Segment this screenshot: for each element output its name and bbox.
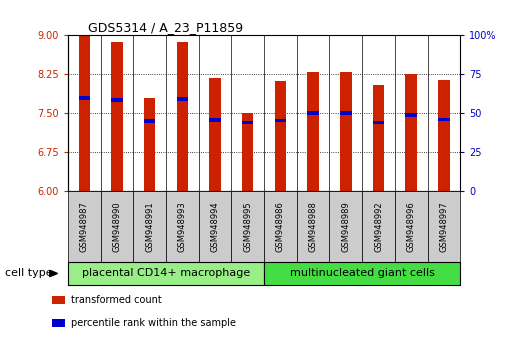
Text: GDS5314 / A_23_P11859: GDS5314 / A_23_P11859 <box>88 21 243 34</box>
Bar <box>438 118 450 121</box>
Bar <box>438 80 450 191</box>
Bar <box>78 96 90 99</box>
Text: cell type: cell type <box>5 268 53 279</box>
Text: GSM948997: GSM948997 <box>439 201 448 252</box>
Text: placental CD14+ macrophage: placental CD14+ macrophage <box>82 268 250 279</box>
Bar <box>78 35 90 191</box>
Text: multinucleated giant cells: multinucleated giant cells <box>290 268 435 279</box>
Bar <box>209 118 221 122</box>
Text: GSM948994: GSM948994 <box>211 201 220 252</box>
Bar <box>177 42 188 191</box>
Text: percentile rank within the sample: percentile rank within the sample <box>71 318 235 328</box>
Bar <box>405 113 417 117</box>
Bar <box>242 121 254 125</box>
Bar <box>144 119 155 123</box>
Bar <box>111 42 123 191</box>
Text: GSM948991: GSM948991 <box>145 201 154 252</box>
Bar <box>111 98 123 102</box>
Bar <box>373 121 384 125</box>
Text: GSM948988: GSM948988 <box>309 201 317 252</box>
Text: GSM948990: GSM948990 <box>112 201 121 252</box>
Bar <box>340 112 351 115</box>
Bar <box>275 119 286 122</box>
Bar <box>340 72 351 191</box>
Bar <box>209 79 221 191</box>
Bar <box>373 85 384 191</box>
Text: transformed count: transformed count <box>71 295 162 305</box>
Bar <box>275 81 286 191</box>
Bar <box>144 98 155 191</box>
Text: GSM948992: GSM948992 <box>374 201 383 252</box>
Bar <box>308 72 319 191</box>
Text: GSM948996: GSM948996 <box>407 201 416 252</box>
Text: GSM948993: GSM948993 <box>178 201 187 252</box>
Bar <box>242 113 254 191</box>
Bar <box>308 112 319 115</box>
Text: GSM948986: GSM948986 <box>276 201 285 252</box>
Text: GSM948995: GSM948995 <box>243 201 252 252</box>
Bar <box>177 97 188 101</box>
Bar <box>405 74 417 191</box>
Text: GSM948989: GSM948989 <box>342 201 350 252</box>
Text: GSM948987: GSM948987 <box>80 201 89 252</box>
